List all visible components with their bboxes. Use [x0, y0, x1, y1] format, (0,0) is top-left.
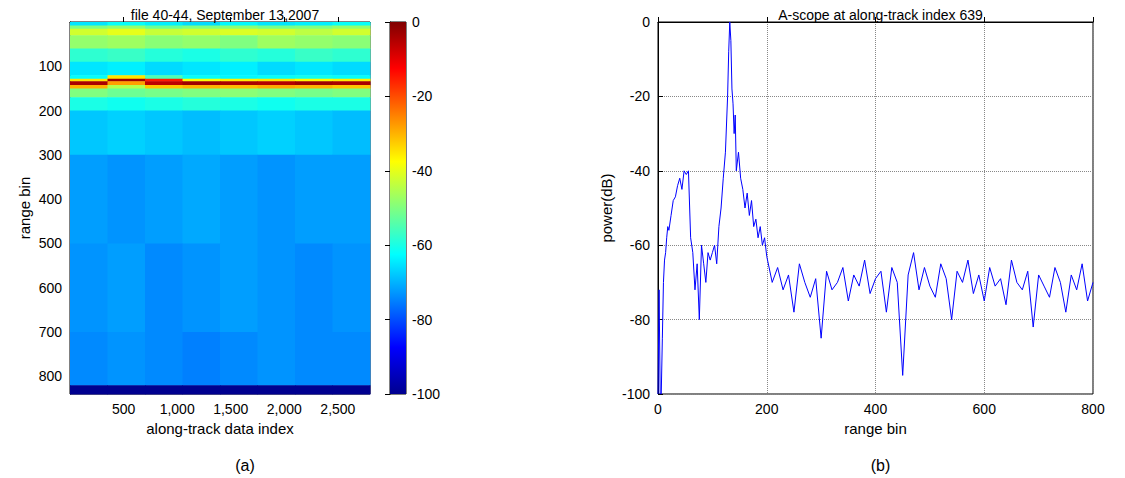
svg-text:file 40-44, September 13,2007: file 40-44, September 13,2007	[131, 7, 320, 23]
svg-text:0: 0	[642, 14, 650, 30]
svg-text:-40: -40	[630, 163, 650, 179]
svg-text:(a): (a)	[235, 457, 255, 474]
svg-text:700: 700	[39, 324, 63, 340]
svg-text:(b): (b)	[871, 457, 891, 474]
svg-text:600: 600	[973, 401, 997, 417]
svg-text:-100: -100	[622, 386, 650, 402]
svg-text:300: 300	[39, 147, 63, 163]
svg-text:800: 800	[39, 368, 63, 384]
svg-text:0: 0	[412, 14, 420, 30]
svg-text:600: 600	[39, 280, 63, 296]
svg-text:500: 500	[39, 235, 63, 251]
svg-text:-80: -80	[630, 312, 650, 328]
svg-text:500: 500	[112, 401, 136, 417]
svg-text:200: 200	[755, 401, 779, 417]
svg-text:along-track data index: along-track data index	[146, 420, 294, 437]
svg-text:range bin: range bin	[16, 177, 33, 240]
svg-text:-40: -40	[412, 163, 432, 179]
svg-text:400: 400	[864, 401, 888, 417]
svg-text:-60: -60	[630, 237, 650, 253]
svg-text:-60: -60	[412, 237, 432, 253]
svg-text:2,500: 2,500	[320, 401, 355, 417]
svg-text:-20: -20	[412, 88, 432, 104]
svg-text:-80: -80	[412, 312, 432, 328]
svg-text:200: 200	[39, 103, 63, 119]
svg-text:-20: -20	[630, 88, 650, 104]
svg-text:0: 0	[654, 401, 662, 417]
svg-text:power(dB): power(dB)	[598, 173, 615, 242]
svg-text:100: 100	[39, 58, 63, 74]
svg-text:A-scope at along-track index 6: A-scope at along-track index 639	[778, 7, 983, 23]
svg-text:2,000: 2,000	[267, 401, 302, 417]
svg-text:range bin: range bin	[844, 420, 907, 437]
svg-text:400: 400	[39, 191, 63, 207]
svg-text:-100: -100	[412, 386, 440, 402]
svg-text:1,000: 1,000	[160, 401, 195, 417]
svg-text:800: 800	[1081, 401, 1105, 417]
svg-text:1,500: 1,500	[213, 401, 248, 417]
